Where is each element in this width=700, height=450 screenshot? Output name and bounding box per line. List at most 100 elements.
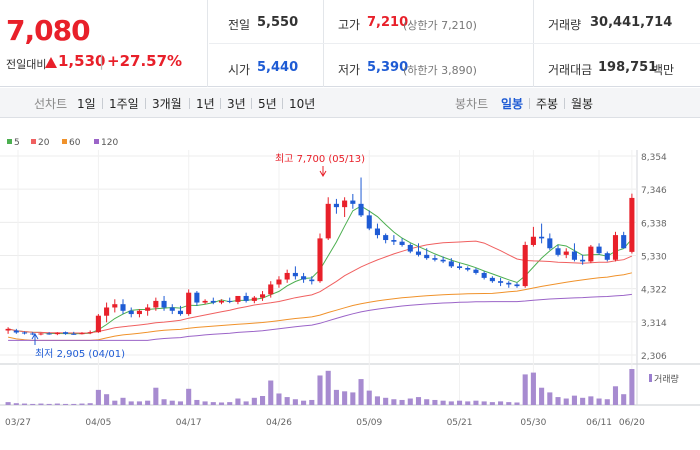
quote-header: 7,080 전일대비 1,530 | +27.57% 전일 5,550 시가 5…: [0, 0, 700, 87]
candle-body: [21, 332, 28, 334]
volume-bar: [514, 402, 520, 405]
candle-body: [153, 300, 159, 308]
y-tick-label: 7,346: [641, 186, 667, 196]
volume-bar: [407, 398, 413, 405]
candle-body: [539, 236, 545, 239]
volume-bar: [104, 394, 110, 405]
volume-bar: [194, 399, 200, 405]
candle-body: [621, 235, 627, 249]
tab-1week[interactable]: 1주일: [109, 97, 139, 111]
tab-separator: [282, 98, 283, 109]
tab-10year[interactable]: 10년: [289, 97, 316, 111]
candle-body: [243, 295, 249, 301]
tab-1day[interactable]: 1일: [77, 97, 96, 111]
tab-3year[interactable]: 3년: [227, 97, 246, 111]
volume-bar: [202, 401, 208, 405]
tab-separator: [529, 98, 530, 109]
candle-body: [177, 310, 184, 315]
x-tick-label: 05/21: [447, 418, 473, 428]
high-annotation: 최고 7,700 (05/13): [275, 153, 365, 165]
candle-body: [13, 330, 19, 333]
volume-bar: [374, 396, 380, 405]
volume-bar: [153, 387, 159, 405]
tab-weekly[interactable]: 주봉: [536, 97, 559, 111]
candle-body: [227, 300, 233, 302]
volume-bar: [309, 399, 315, 405]
up-triangle-icon: [45, 57, 57, 68]
volume-bar: [268, 380, 274, 405]
volume-bar: [391, 399, 397, 405]
x-tick-label: 04/17: [176, 418, 202, 428]
legend-item: 60: [62, 138, 80, 148]
volume-bar: [218, 402, 225, 405]
candle-body: [194, 292, 200, 303]
header-row-divider: [209, 43, 700, 44]
candle-body: [448, 261, 454, 267]
x-tick-label: 04/26: [266, 418, 292, 428]
volume-bar: [87, 403, 93, 405]
tab-daily[interactable]: 일봉: [501, 97, 524, 111]
volume-bar: [169, 400, 175, 405]
high-label: 고가: [338, 18, 361, 32]
change-rate: +27.57%: [107, 52, 183, 70]
trade-amount-label: 거래대금: [548, 63, 593, 77]
tab-monthly[interactable]: 월봉: [571, 97, 594, 111]
volume-bar: [112, 400, 118, 405]
volume-bar: [325, 370, 331, 405]
candle-body: [325, 203, 331, 239]
candle-body: [95, 315, 101, 333]
volume-bar: [251, 397, 257, 405]
current-price: 7,080: [6, 14, 91, 47]
open-label: 시가: [228, 63, 251, 77]
annotations: 최고 7,700 (05/13) 최저 2,905 (04/01): [31, 153, 365, 360]
volume-bar: [432, 399, 438, 405]
tab-3month[interactable]: 3개월: [152, 97, 182, 111]
candle-body: [374, 228, 380, 236]
volume-bar: [276, 393, 282, 405]
volume-bar: [136, 401, 142, 405]
volume-bar: [54, 403, 60, 405]
y-tick-label: 8,354: [641, 153, 667, 163]
candle-body: [112, 304, 118, 308]
candles: [5, 177, 635, 336]
candle-body: [317, 238, 323, 282]
volume-bar: [621, 394, 627, 405]
tab-separator: [189, 98, 190, 109]
candle-body: [276, 279, 282, 285]
tab-5year[interactable]: 5년: [258, 97, 277, 111]
low-annotation: 최저 2,905 (04/01): [35, 348, 125, 360]
candle-body: [383, 235, 389, 241]
line-chart-label: 선차트: [34, 97, 68, 111]
open-value: 5,440: [257, 60, 299, 75]
candle-body: [63, 332, 69, 334]
volume-bar: [30, 403, 36, 405]
volume-bar: [530, 372, 536, 405]
y-axis: 8,354 7,346 6,338 5,330 4,322 3,314 2,306: [641, 153, 667, 362]
legend-item: 120: [94, 138, 118, 148]
candle-body: [580, 259, 586, 262]
volume-bar: [571, 395, 577, 405]
candle-body: [5, 328, 11, 331]
volume-axis-label: 거래량: [654, 373, 679, 385]
volume-bar: [71, 403, 77, 405]
volume-bar: [612, 386, 619, 405]
volume-bar: [588, 396, 594, 405]
legend-label: 60: [69, 138, 81, 148]
tab-1year[interactable]: 1년: [196, 97, 215, 111]
low-value: 5,390: [367, 60, 409, 75]
candle-body: [547, 238, 553, 249]
candle-body: [629, 197, 635, 252]
candlestick-chart[interactable]: 8,354 7,346 6,338 5,330 4,322 3,314 2,306 03/2…: [0, 119, 700, 450]
candle-body: [46, 333, 52, 335]
volume-legend-swatch: [649, 374, 652, 382]
candle-body: [342, 200, 348, 208]
low-arrow-icon: [31, 333, 39, 340]
candle-body: [284, 272, 290, 280]
volume-bar: [227, 402, 233, 405]
candle-body: [309, 279, 315, 282]
upper-limit-note: (상한가 7,210): [403, 19, 477, 32]
volume-bar: [63, 403, 69, 405]
candle-body: [120, 304, 126, 311]
volume-bar: [604, 399, 610, 405]
x-axis: 03/27 04/05 04/17 04/26 05/09 05/21 05/30 06/11…: [5, 418, 645, 428]
